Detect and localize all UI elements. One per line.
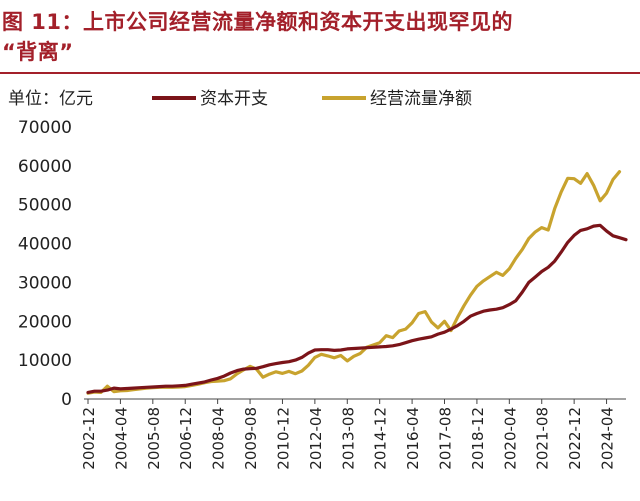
figure-title-quote: “背离” (2, 40, 74, 64)
x-tick-label: 2012-04 (307, 407, 325, 470)
y-tick-label: 30000 (18, 273, 72, 293)
x-tick-label: 2010-12 (274, 407, 292, 470)
line-chart: 单位：亿元 资本开支 经营流量净额 0 10000 20000 30000 40000 5… (8, 89, 628, 470)
y-tick-label: 10000 (18, 351, 72, 371)
y-tick-label: 20000 (18, 312, 72, 332)
figure-title: 图 11：上市公司经营流量净额和资本开支出现罕见的 (2, 10, 514, 34)
x-tick-label: 2016-04 (404, 407, 422, 470)
y-tick-label: 40000 (18, 235, 72, 255)
x-axis: 2002-12 2004-04 2005-08 2006-12 2008-04 2009-… (80, 398, 626, 470)
y-tick-label: 0 (61, 390, 72, 410)
legend: 资本开支 经营流量净额 (152, 89, 472, 109)
x-tick-label: 2008-04 (210, 407, 228, 470)
x-tick-label: 2021-08 (534, 407, 552, 470)
legend-label-capex: 资本开支 (200, 89, 268, 109)
x-tick-label: 2013-08 (339, 407, 357, 470)
x-tick-label: 2009-08 (242, 407, 260, 470)
legend-label-ocf: 经营流量净额 (370, 89, 472, 109)
x-tick-label: 2005-08 (145, 407, 163, 470)
figure-header: 图 11：上市公司经营流量净额和资本开支出现罕见的 “背离” (0, 0, 640, 72)
x-tick-label: 2014-12 (372, 407, 390, 470)
x-tick-label: 2002-12 (80, 407, 98, 470)
y-tick-label: 70000 (18, 118, 72, 138)
title-divider (0, 72, 640, 74)
x-tick-label: 2006-12 (177, 407, 195, 470)
plot-series (86, 170, 628, 395)
x-tick-label: 2020-04 (501, 407, 519, 470)
series-line-capex (86, 223, 628, 394)
x-tick-label: 2018-12 (469, 407, 487, 470)
unit-label: 单位：亿元 (8, 89, 93, 109)
x-tick-label: 2022-12 (566, 407, 584, 470)
y-tick-label: 50000 (18, 196, 72, 216)
y-axis: 0 10000 20000 30000 40000 50000 60000 70000 (18, 118, 72, 410)
x-tick-label: 2004-04 (112, 407, 130, 470)
series-line-ocf (86, 170, 622, 395)
y-tick-label: 60000 (18, 157, 72, 177)
x-tick-label: 2017-08 (437, 407, 455, 470)
x-tick-label: 2024-04 (599, 407, 617, 470)
